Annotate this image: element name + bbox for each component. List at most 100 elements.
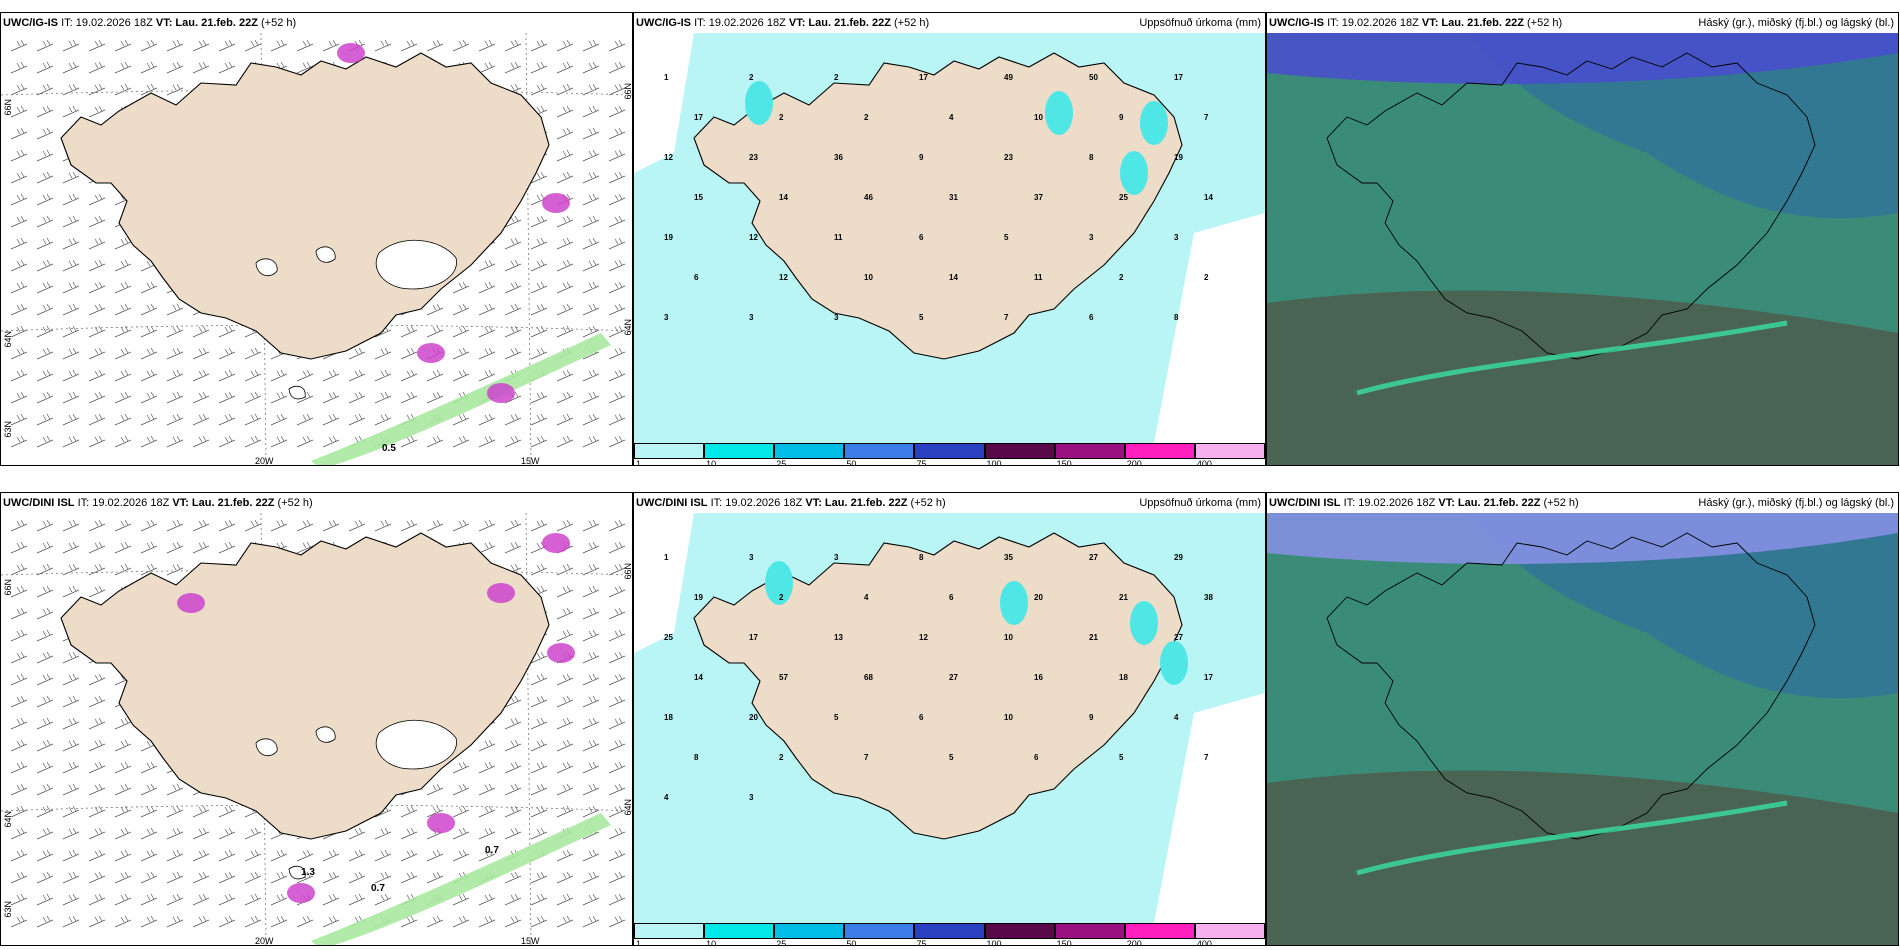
colorbar-tick: 150 <box>1056 459 1072 466</box>
lon-label: 20W <box>255 936 274 946</box>
cloud-band <box>1356 320 1788 396</box>
value-label: 0.7 <box>485 845 499 856</box>
precip-value: 14 <box>1204 193 1213 202</box>
precip-value: 11 <box>834 233 843 242</box>
colorbar-swatch <box>984 443 1055 459</box>
colorbar-swatch <box>774 923 845 939</box>
lat-label: 66N <box>3 579 13 596</box>
value-label: 1.3 <box>301 867 315 878</box>
precip-max-area <box>1000 581 1028 625</box>
precip-value: 35 <box>1004 553 1013 562</box>
colorbar-tick: 50 <box>846 939 857 946</box>
precip-value: 5 <box>949 753 954 762</box>
precip-value: 8 <box>1174 313 1179 322</box>
colorbar-tick: 100 <box>986 459 1002 466</box>
precip-blob <box>487 583 515 603</box>
glacier-vatnajokull <box>375 719 457 770</box>
colorbar-tick: 100 <box>986 939 1002 946</box>
precip-value: 25 <box>664 633 673 642</box>
precip-value: 7 <box>864 753 869 762</box>
colorbar-tick: 10 <box>706 459 717 466</box>
panel-header: UWC/DINI ISL IT: 19.02.2026 18Z VT: Lau.… <box>1 493 632 513</box>
colorbar-swatch <box>1124 923 1195 939</box>
lat-label: 64N <box>3 811 13 828</box>
precip-value: 14 <box>694 673 703 682</box>
precip-value: 3 <box>1089 233 1094 242</box>
lat-label: 66N <box>623 83 633 100</box>
precip-max-area <box>1120 151 1148 195</box>
panel-wind-bottom: UWC/DINI ISL IT: 19.02.2026 18Z VT: Lau.… <box>0 492 633 946</box>
colorbar-swatch <box>1194 923 1265 939</box>
panel-wind-top: UWC/IG-IS IT: 19.02.2026 18Z VT: Lau. 21… <box>0 12 633 466</box>
colorbar: 1 10 25 50 75 100 150 200 400 <box>634 443 1265 465</box>
precip-value: 8 <box>694 753 699 762</box>
panel-header: UWC/DINI ISL IT: 19.02.2026 18Z VT: Lau.… <box>634 493 1265 513</box>
precip-value: 17 <box>919 73 928 82</box>
panel-header: UWC/IG-IS IT: 19.02.2026 18Z VT: Lau. 21… <box>634 13 1265 33</box>
precip-value: 2 <box>779 113 784 122</box>
colorbar-swatch <box>704 923 775 939</box>
precip-value: 5 <box>834 713 839 722</box>
precip-max-area <box>745 81 773 125</box>
colorbar-tick: 150 <box>1056 939 1072 946</box>
precip-max-area <box>1130 601 1158 645</box>
precip-value: 5 <box>919 313 924 322</box>
colorbar-swatch <box>844 923 915 939</box>
precip-max-area <box>765 561 793 605</box>
precip-blob <box>417 343 445 363</box>
precip-value: 2 <box>834 73 839 82</box>
wind-map <box>1 33 632 465</box>
wind-speed-band <box>311 333 611 465</box>
wind-map <box>1 513 632 945</box>
colorbar-swatch <box>844 443 915 459</box>
precip-value: 2 <box>1204 273 1209 282</box>
colorbar: 1 10 25 50 75 100 150 200 400 <box>634 923 1265 945</box>
colorbar-swatch <box>1124 443 1195 459</box>
precip-blob <box>337 43 365 63</box>
precip-value: 16 <box>1034 673 1043 682</box>
precip-max-area <box>1160 641 1188 685</box>
precip-value: 38 <box>1204 593 1213 602</box>
precip-value: 7 <box>1204 113 1209 122</box>
lat-label: 64N <box>3 331 13 348</box>
precip-value: 27 <box>1174 633 1183 642</box>
cloud-band <box>1356 800 1788 876</box>
precip-value: 49 <box>1004 73 1013 82</box>
panel-header: UWC/DINI ISL IT: 19.02.2026 18Z VT: Lau.… <box>1267 493 1898 513</box>
glacier-vatnajokull <box>375 239 457 290</box>
precip-blob <box>177 593 205 613</box>
precip-value: 5 <box>1004 233 1009 242</box>
value-label: 0.5 <box>382 443 396 454</box>
precip-value: 25 <box>1119 193 1128 202</box>
glacier-myrdalsjokull <box>288 385 306 400</box>
precip-value: 12 <box>664 153 673 162</box>
precip-value: 6 <box>919 713 924 722</box>
colorbar-tick: 75 <box>916 939 927 946</box>
precip-value: 68 <box>864 673 873 682</box>
precip-value: 6 <box>949 593 954 602</box>
dry-area <box>634 513 694 653</box>
precip-value: 36 <box>834 153 843 162</box>
dry-area <box>1154 693 1265 923</box>
lat-label: 64N <box>623 799 633 816</box>
precip-value: 10 <box>1034 113 1043 122</box>
precip-value: 20 <box>749 713 758 722</box>
precip-value: 10 <box>1004 713 1013 722</box>
colorbar-tick: 75 <box>916 459 927 466</box>
precip-value: 4 <box>1174 713 1179 722</box>
colorbar-tick: 1 <box>636 939 642 946</box>
panel-header: UWC/IG-IS IT: 19.02.2026 18Z VT: Lau. 21… <box>1 13 632 33</box>
lat-label: 63N <box>3 901 13 918</box>
panel-cloud-top: UWC/IG-IS IT: 19.02.2026 18Z VT: Lau. 21… <box>1266 12 1899 466</box>
precip-value: 3 <box>749 553 754 562</box>
precip-value: 2 <box>779 753 784 762</box>
mid-cloud-layer <box>1267 290 1898 465</box>
precip-value: 17 <box>749 633 758 642</box>
precip-value: 12 <box>779 273 788 282</box>
precip-value: 14 <box>949 273 958 282</box>
colorbar-swatch <box>984 923 1055 939</box>
precip-value: 19 <box>694 593 703 602</box>
precip-value: 10 <box>864 273 873 282</box>
precip-value: 46 <box>864 193 873 202</box>
precip-blob <box>487 383 515 403</box>
